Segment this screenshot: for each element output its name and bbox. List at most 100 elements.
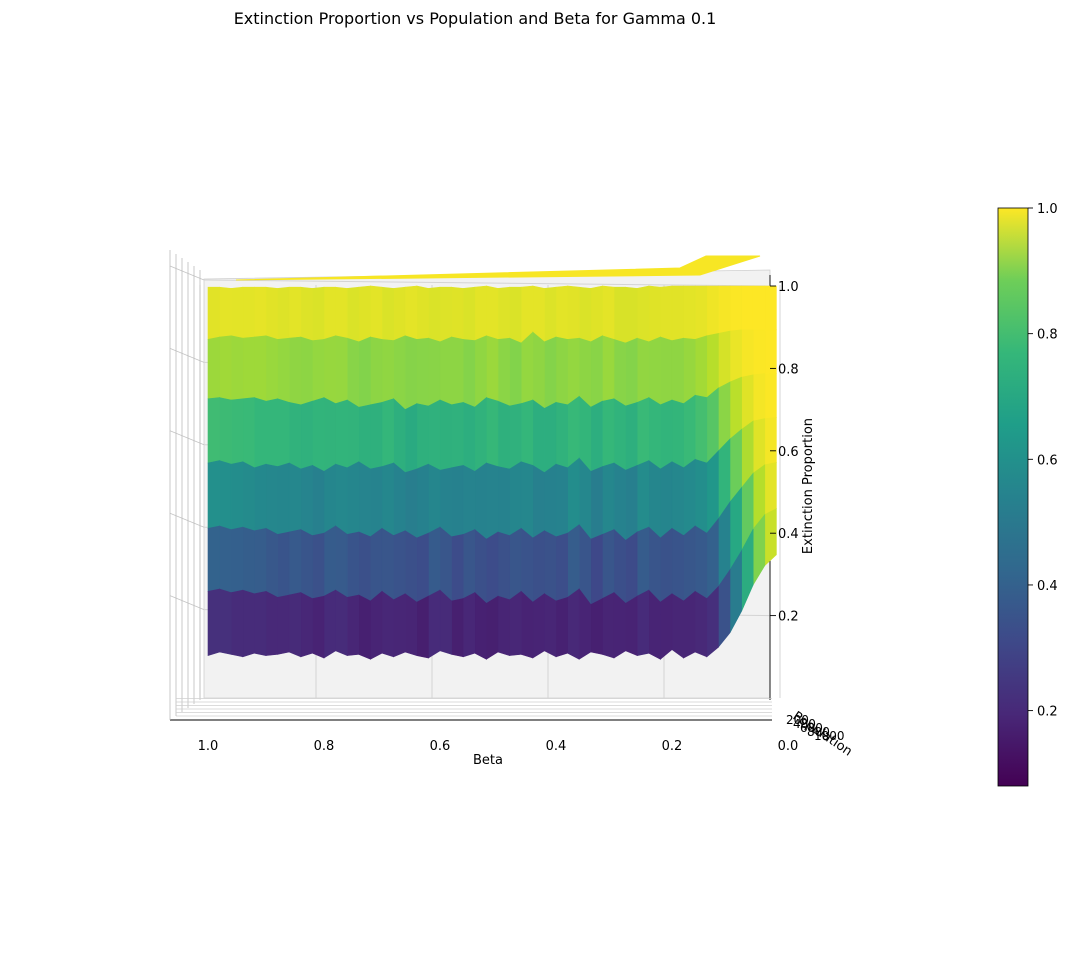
surface-facet [381,339,394,403]
surface-facet [404,530,418,603]
surface-facet [381,527,394,601]
surface-facet [393,286,406,342]
surface-facet [462,464,476,535]
surface-facet [312,339,325,402]
surface-facet [706,517,719,600]
surface-facet [532,530,545,603]
surface-facet [567,524,580,598]
surface-facet [578,286,592,343]
surface-facet [254,591,267,656]
surface-facet [370,590,383,660]
surface-facet [764,462,777,516]
surface-facet [358,594,371,660]
surface-facet [416,532,429,603]
colorbar-tick-label: 1.0 [1037,202,1058,217]
surface-facet [486,531,499,604]
surface-facet [254,463,267,532]
surface-facet [660,527,673,603]
surface-facet [718,285,731,334]
surface-facet [486,285,499,340]
surface-facet [497,466,510,537]
surface-facet [242,589,255,658]
surface-facet [613,528,626,605]
surface-facet [613,398,626,471]
surface-facet [393,593,406,658]
surface-facet [590,400,603,472]
surface-facet [323,525,336,597]
surface-facet [683,590,696,659]
surface-facet [300,400,313,470]
surface-facet [277,531,290,598]
surface-facet [358,336,371,408]
surface-facet [451,336,464,406]
surface-facet [428,286,441,343]
surface-facet [462,286,476,341]
surface-facet [625,401,638,471]
surface-facet [532,593,545,659]
surface-facet [219,397,232,465]
surface-facet [486,595,499,660]
surface-facet [613,338,626,407]
surface-facet [323,463,336,534]
surface-facet [474,335,487,408]
surface-facet [590,285,603,343]
surface-facet [219,335,232,401]
surface-facet [439,286,452,343]
surface-facet [254,397,267,469]
surface-facet [404,335,418,411]
surface-facet [346,337,360,408]
surface-facet [288,336,302,406]
surface-facet [729,285,742,332]
surface-facet [718,330,731,389]
surface-facet [265,463,278,535]
surface-facet [404,285,418,340]
surface-facet [393,335,406,411]
surface-facet [451,465,464,538]
surface-facet [462,401,476,472]
side-gridline [169,595,205,610]
surface-facet [300,286,313,342]
surface-facet [660,336,673,406]
surface-facet [474,285,487,342]
surface-facet [509,461,522,537]
surface-facet [694,335,708,398]
surface-facet [323,335,336,405]
surface-facet [567,337,580,406]
x-tick-label: 0.4 [546,739,567,754]
surface-facet [265,590,278,656]
z-tick-label: 1.0 [778,280,799,295]
surface-facet [520,590,534,659]
surface-facet [590,598,603,655]
surface-facet [254,335,267,402]
surface-facet [729,376,742,440]
surface-facet [497,337,510,407]
surface-facet [462,529,476,600]
surface-facet [764,329,777,374]
surface-facet [370,466,383,538]
surface-facet [300,592,313,658]
surface-facet [207,588,220,657]
surface-facet [219,460,232,531]
surface-facet [532,399,545,474]
surface-facet [346,286,360,343]
side-gridline [169,265,205,281]
surface-facet [602,529,615,600]
surface-facet [625,464,638,541]
surface-facet [648,336,661,406]
surface-facet [567,285,580,340]
surface-facet [613,286,626,344]
surface-facet [381,398,394,468]
surface-facet [648,526,661,603]
surface-facet [590,335,603,408]
surface-facet [230,398,244,465]
surface-facet [207,286,220,340]
surface-facet [636,285,650,343]
surface-facet [544,530,557,602]
surface-facet [416,337,429,407]
surface-facet [346,531,360,598]
surface-facet [439,467,452,538]
surface-facet [439,399,452,471]
surface-facet [288,462,302,533]
surface-facet [428,463,441,534]
